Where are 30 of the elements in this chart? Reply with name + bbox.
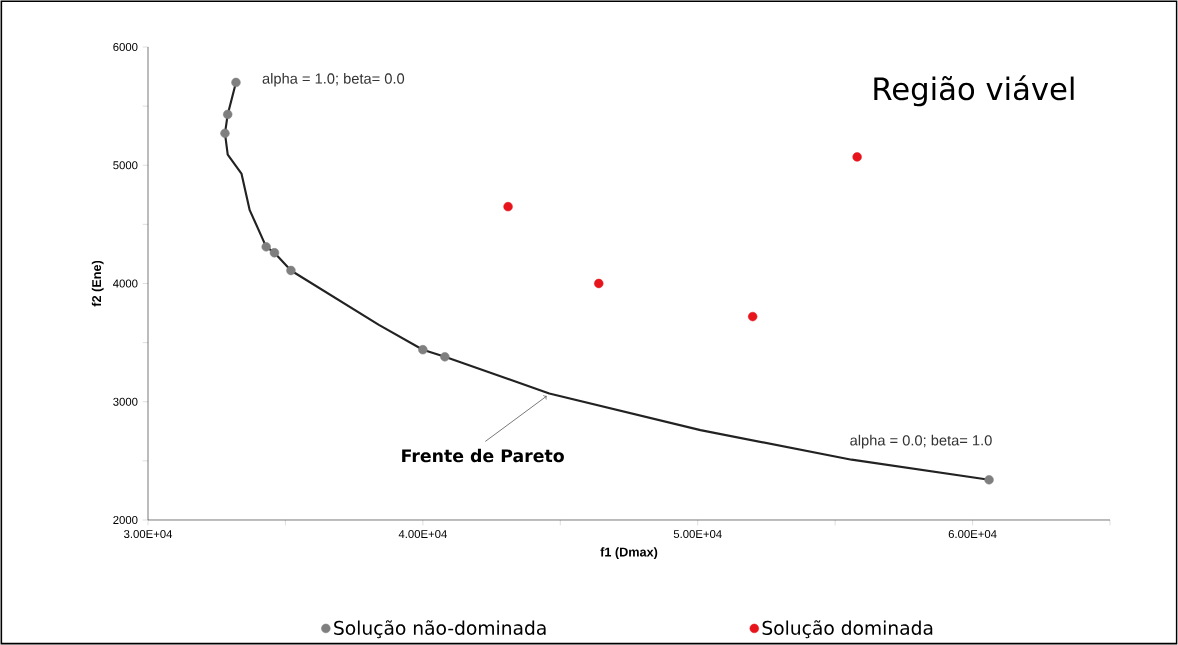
x-axis-title: f1 (Dmax): [600, 547, 658, 560]
point: [748, 311, 758, 322]
y-tick-label: 4000: [113, 279, 138, 288]
x-tick-label: 4.00E+04: [398, 530, 447, 539]
point: [984, 475, 994, 485]
y-tick-label: 5000: [113, 161, 138, 170]
y-axis-title: f2 (Ene): [91, 260, 104, 307]
annotation: Região viável: [874, 75, 1074, 107]
y-tick-label: 2000: [113, 515, 138, 524]
y-tick-label: 3000: [113, 397, 138, 406]
point: [269, 248, 280, 258]
point: [503, 201, 513, 212]
x-tick-label: 5.00E+04: [673, 530, 722, 539]
annotation: alpha = 0.0; beta= 1.0: [850, 434, 992, 449]
legend-label: Solução dominada: [762, 620, 933, 639]
point: [594, 278, 604, 289]
x-tick-label: 3.00E+04: [124, 530, 173, 539]
y-tick-label: 6000: [113, 42, 138, 51]
annotation: alpha = 1.0; beta= 0.0: [262, 72, 405, 87]
point: [418, 345, 428, 355]
annotation: Frente de Pareto: [402, 448, 564, 463]
point: [286, 265, 296, 276]
point: [220, 128, 230, 138]
x-tick-label: 6.00E+04: [948, 530, 997, 539]
point: [440, 352, 450, 362]
legend-label: Solução não-dominada: [334, 620, 546, 639]
point: [261, 242, 271, 252]
point: [852, 152, 862, 162]
point: [223, 109, 233, 120]
point: [231, 77, 241, 88]
